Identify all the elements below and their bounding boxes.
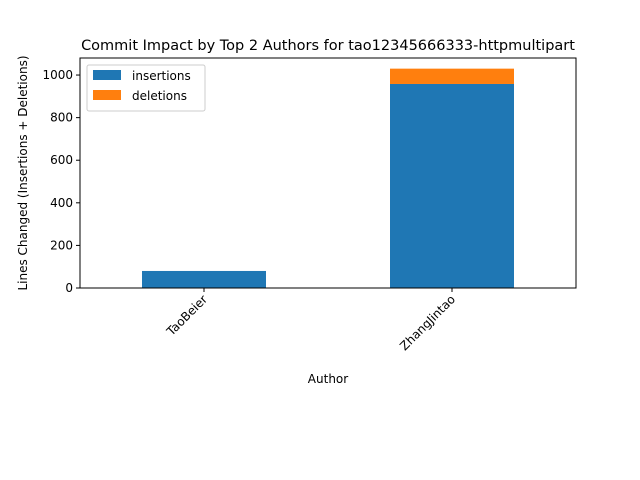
- bars: [142, 68, 514, 289]
- bar-deletions-ZhangJintao: [390, 68, 514, 84]
- y-tick-label: 600: [50, 153, 73, 167]
- y-axis-ticks: 0 200 400 600 800 1000: [42, 68, 80, 295]
- x-axis-ticks: TaoBeier ZhangJintao: [163, 288, 458, 353]
- y-tick-label: 400: [50, 196, 73, 210]
- y-tick-label: 200: [50, 238, 73, 252]
- x-tick-label: ZhangJintao: [397, 292, 458, 353]
- legend-label-insertions: insertions: [132, 69, 191, 83]
- y-tick-label: 0: [65, 281, 73, 295]
- bar-insertions-ZhangJintao: [390, 83, 514, 289]
- legend: insertions deletions: [86, 64, 206, 112]
- legend-label-deletions: deletions: [132, 89, 187, 103]
- chart-title: Commit Impact by Top 2 Authors for tao12…: [81, 38, 575, 54]
- x-tick-label: TaoBeier: [163, 292, 210, 339]
- plot-frame: [79, 57, 577, 289]
- y-axis-label: Lines Changed (Insertions + Deletions): [16, 55, 30, 290]
- legend-swatch-insertions: [93, 70, 121, 80]
- x-axis-label: Author: [308, 372, 348, 386]
- y-tick-label: 800: [50, 111, 73, 125]
- legend-swatch-deletions: [93, 90, 121, 100]
- y-tick-label: 1000: [42, 68, 73, 82]
- bar-insertions-TaoBeier: [142, 270, 266, 288]
